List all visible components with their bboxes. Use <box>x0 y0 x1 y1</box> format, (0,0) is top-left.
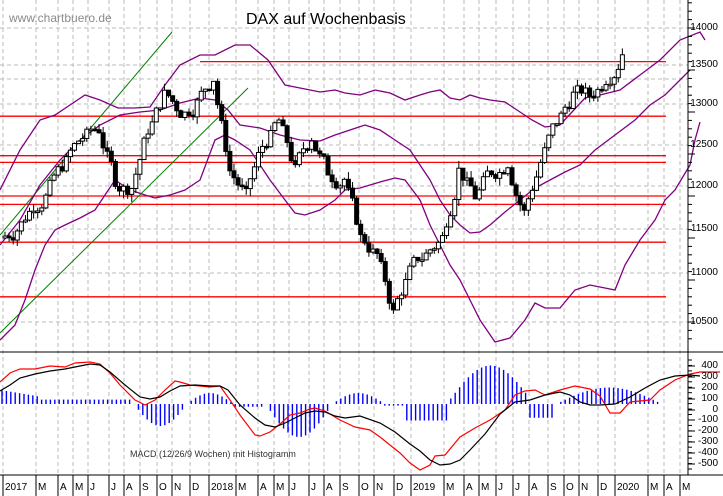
x-tick-label: A <box>126 482 133 493</box>
price-axis-ticks <box>688 2 695 340</box>
macd-histogram <box>1 365 659 437</box>
x-tick-label: J <box>291 482 296 493</box>
x-tick-label: 2017 <box>5 482 28 493</box>
x-tick-label: J <box>498 482 503 493</box>
x-tick-label: S <box>142 482 149 493</box>
y-tick-label: 0 <box>712 404 718 415</box>
price-candles <box>2 48 625 314</box>
x-tick-label: 2020 <box>617 482 640 493</box>
x-tick-label: A <box>260 482 267 493</box>
y-tick-label: 12000 <box>690 180 718 191</box>
y-tick-label: 14000 <box>690 22 718 33</box>
y-tick-label: 300 <box>701 371 718 382</box>
x-tick-label: N <box>376 482 384 493</box>
x-tick-label: D <box>396 482 404 493</box>
x-tick-label: A <box>466 482 473 493</box>
x-tick-label: J <box>90 482 95 493</box>
y-tick-label: 11000 <box>690 267 718 278</box>
y-tick-label: -200 <box>697 425 718 436</box>
x-tick-label: S <box>550 482 557 493</box>
x-tick-label: M <box>650 482 659 493</box>
x-tick-label: M <box>38 482 47 493</box>
y-tick-label: -100 <box>697 414 718 425</box>
y-tick-label: 12500 <box>690 139 718 150</box>
y-tick-label: 13000 <box>690 98 718 109</box>
x-tick-label: A <box>531 482 538 493</box>
x-tick-label: S <box>342 482 349 493</box>
x-tick-label: J <box>515 482 520 493</box>
x-tick-label: O <box>566 482 574 493</box>
x-tick-label: M <box>75 482 84 493</box>
y-tick-label: 400 <box>701 360 718 371</box>
x-tick-label: J <box>111 482 116 493</box>
macd-lines <box>0 361 720 471</box>
y-tick-label: 100 <box>701 393 718 404</box>
x-tick-label: D <box>600 482 608 493</box>
y-tick-label: 11500 <box>690 223 718 234</box>
x-tick-label: 2018 <box>211 482 234 493</box>
x-tick-label: 2019 <box>413 482 436 493</box>
x-tick-label: O <box>361 482 369 493</box>
chart-title: DAX auf Wochenbasis <box>246 11 406 28</box>
x-tick-label: A <box>326 482 333 493</box>
x-tick-label: M <box>276 482 285 493</box>
x-tick-label: N <box>174 482 182 493</box>
y-tick-label: 10500 <box>690 316 718 327</box>
macd-main-line <box>0 363 701 466</box>
x-tick-label: A <box>666 482 673 493</box>
x-tick-label: M <box>682 482 691 493</box>
x-tick-label: A <box>60 482 67 493</box>
y-tick-label: -400 <box>697 447 718 458</box>
bollinger-upper <box>0 31 706 191</box>
grid-lines <box>0 0 688 475</box>
y-tick-label: 13500 <box>690 59 718 70</box>
x-tick-label: M <box>446 482 455 493</box>
time-axis-ticks <box>2 475 681 496</box>
x-tick-label: N <box>581 482 589 493</box>
watermark: www.chartbuero.de <box>9 11 112 25</box>
x-tick-label: O <box>159 482 167 493</box>
x-tick-label: M <box>481 482 490 493</box>
bollinger-lower <box>0 121 701 343</box>
y-tick-label: 200 <box>701 382 718 393</box>
support-resistance-lines <box>0 60 666 298</box>
x-tick-label: D <box>192 482 200 493</box>
macd-label: MACD (12/26/9 Wochen) mit Histogramm <box>130 449 296 459</box>
x-tick-label: M <box>238 482 247 493</box>
macd-axis-ticks <box>688 359 695 470</box>
x-tick-label: J <box>311 482 316 493</box>
y-tick-label: -300 <box>697 436 718 447</box>
bollinger-middle <box>0 69 691 246</box>
macd-signal-line <box>0 361 720 471</box>
y-tick-label: -500 <box>697 458 718 469</box>
